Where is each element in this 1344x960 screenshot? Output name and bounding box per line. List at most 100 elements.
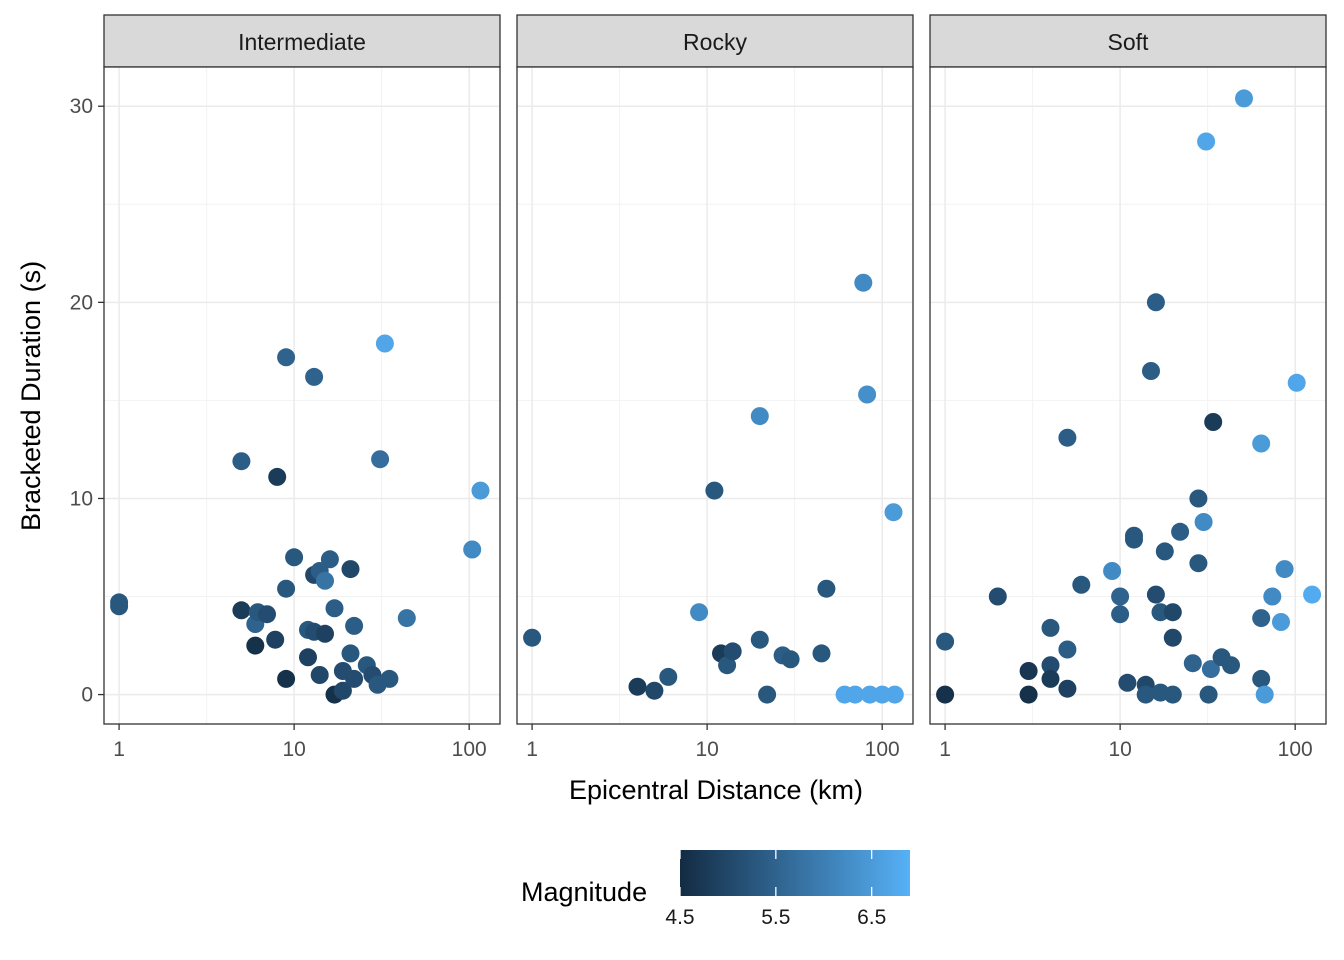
data-point bbox=[873, 685, 892, 704]
data-point bbox=[988, 587, 1007, 606]
data-point bbox=[750, 407, 769, 426]
data-point bbox=[316, 624, 334, 643]
data-point bbox=[110, 597, 129, 616]
data-point bbox=[723, 642, 742, 661]
data-point bbox=[1163, 685, 1182, 704]
data-point bbox=[854, 273, 873, 292]
data-point bbox=[305, 367, 324, 386]
data-point bbox=[232, 452, 251, 471]
data-point bbox=[246, 636, 265, 655]
data-point bbox=[1118, 673, 1137, 692]
data-point bbox=[1058, 428, 1077, 447]
x-tick-label: 100 bbox=[865, 738, 900, 761]
data-point bbox=[1252, 669, 1271, 688]
data-point bbox=[375, 334, 394, 353]
data-point bbox=[523, 628, 542, 647]
data-point bbox=[846, 685, 865, 704]
x-tick-label: 1 bbox=[526, 738, 538, 761]
x-tick-label: 1 bbox=[113, 738, 125, 761]
data-point bbox=[1263, 587, 1282, 606]
data-point bbox=[258, 605, 276, 624]
data-point bbox=[277, 348, 296, 367]
panel-border bbox=[516, 66, 914, 725]
data-point bbox=[320, 550, 339, 569]
color-legend: Magnitude 4.5 5.5 6.5 bbox=[521, 850, 910, 929]
data-point bbox=[345, 669, 364, 688]
data-point bbox=[380, 669, 399, 688]
y-axis-title: Bracketed Duration (s) bbox=[16, 261, 46, 531]
data-point bbox=[812, 644, 831, 663]
data-point bbox=[1171, 522, 1190, 541]
data-point bbox=[1303, 585, 1322, 604]
panel-background bbox=[104, 67, 500, 724]
data-point bbox=[659, 667, 678, 686]
facet-strip bbox=[103, 14, 501, 68]
data-point bbox=[471, 481, 490, 500]
data-point bbox=[860, 685, 879, 704]
data-point bbox=[268, 467, 287, 486]
data-point bbox=[341, 560, 360, 579]
y-tick-label: 0 bbox=[81, 684, 93, 707]
data-point bbox=[1019, 685, 1038, 704]
data-point bbox=[397, 609, 416, 628]
legend-title: Magnitude bbox=[521, 877, 647, 907]
data-point bbox=[1125, 530, 1143, 549]
data-point bbox=[884, 503, 903, 522]
data-point bbox=[1189, 554, 1208, 573]
data-point bbox=[345, 616, 364, 635]
data-point bbox=[1287, 373, 1306, 392]
facet-strip-label: Intermediate bbox=[238, 29, 366, 55]
data-point bbox=[781, 650, 800, 669]
legend-tick-label: 5.5 bbox=[761, 906, 790, 929]
y-tick-label: 10 bbox=[70, 487, 93, 510]
data-point bbox=[333, 681, 352, 700]
data-point bbox=[1183, 654, 1202, 673]
data-point bbox=[1058, 640, 1077, 659]
data-point bbox=[1041, 669, 1060, 688]
data-point bbox=[285, 548, 304, 567]
data-point bbox=[232, 601, 251, 620]
data-point bbox=[1163, 628, 1182, 647]
data-point bbox=[1235, 89, 1253, 108]
data-point bbox=[1019, 662, 1038, 680]
data-point bbox=[1151, 603, 1170, 622]
data-point bbox=[705, 481, 724, 500]
facet-strip-label: Soft bbox=[1108, 29, 1150, 55]
x-tick-label: 100 bbox=[1278, 738, 1313, 761]
data-point bbox=[817, 579, 836, 598]
facet-panel-rocky: Rocky 1 10 100 bbox=[516, 14, 914, 761]
data-point bbox=[858, 385, 877, 404]
data-point bbox=[316, 571, 334, 590]
data-point bbox=[936, 632, 955, 651]
panel-background bbox=[517, 67, 913, 724]
data-point bbox=[266, 630, 285, 649]
data-point bbox=[1222, 656, 1240, 675]
data-point bbox=[1204, 413, 1223, 431]
legend-tick-label: 4.5 bbox=[665, 906, 694, 929]
legend-colorbar bbox=[680, 850, 910, 896]
data-point bbox=[758, 685, 777, 704]
facet-panel-intermediate: Intermediate 1 10 100 0 10 20 30 bbox=[70, 14, 501, 761]
data-point bbox=[1194, 513, 1213, 531]
data-point bbox=[341, 644, 360, 663]
data-point bbox=[718, 656, 737, 675]
legend-tick-label: 6.5 bbox=[857, 906, 886, 929]
data-point bbox=[310, 666, 329, 684]
panel-background bbox=[930, 67, 1326, 724]
x-tick-label: 100 bbox=[452, 738, 487, 761]
x-tick-label: 10 bbox=[282, 738, 305, 761]
data-point bbox=[1272, 613, 1290, 631]
data-point bbox=[1189, 489, 1208, 508]
data-point bbox=[1041, 618, 1060, 637]
facet-strip-label: Rocky bbox=[683, 29, 747, 55]
data-point bbox=[463, 540, 482, 559]
y-tick-label: 20 bbox=[70, 291, 93, 314]
data-point bbox=[1111, 587, 1130, 606]
data-point bbox=[645, 681, 664, 700]
facet-strip bbox=[516, 14, 914, 68]
data-point bbox=[1155, 542, 1174, 561]
data-point bbox=[1041, 656, 1060, 675]
legend-ticks: 4.5 5.5 6.5 bbox=[665, 850, 886, 929]
data-point bbox=[1252, 609, 1271, 628]
